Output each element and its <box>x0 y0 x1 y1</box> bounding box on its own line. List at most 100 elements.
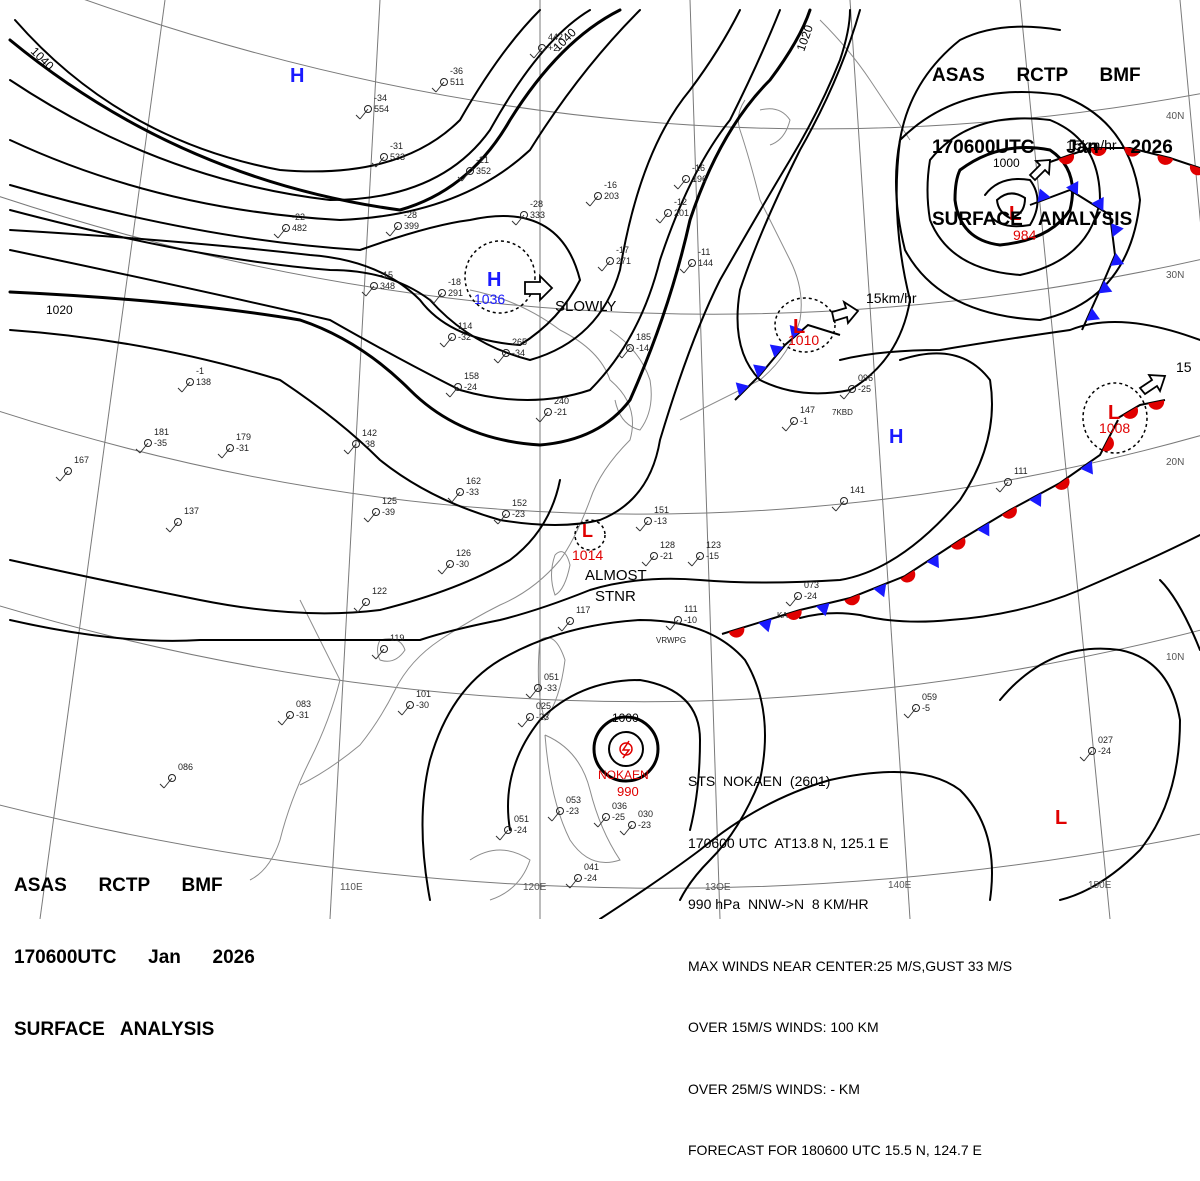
wind-barb <box>159 777 173 789</box>
station-plot: 027-24 <box>1079 735 1113 762</box>
wind-barb <box>511 214 525 226</box>
station-circle <box>574 874 582 882</box>
low-center-pressure: 1014 <box>572 547 603 563</box>
station-value: 114 <box>458 321 472 331</box>
storm-info-line: STS NOKAEN (2601) <box>688 773 831 789</box>
station-value: 027 <box>1098 735 1113 745</box>
station-plot: 036-25 <box>593 801 627 828</box>
station-circle <box>370 282 378 290</box>
station-plot: 158-24 <box>445 371 479 398</box>
station-circle <box>682 175 690 183</box>
center-rings <box>464 240 1148 551</box>
cold-front-triangle <box>1037 188 1051 203</box>
cold-front-triangle <box>1111 223 1124 237</box>
wind-barb <box>431 81 445 93</box>
low-center-letter: L <box>1108 402 1120 424</box>
typhoon-symbol <box>619 740 633 759</box>
wind-barb <box>177 381 191 393</box>
longitude-line-110e <box>329 0 381 919</box>
motion-arrow <box>1028 159 1051 182</box>
station-value: 181 <box>154 427 169 437</box>
wind-barb <box>361 285 375 297</box>
station-value: -16 <box>692 163 705 173</box>
warm-front-semicircle <box>786 609 802 620</box>
station-value: -32 <box>458 332 471 342</box>
motion-text-slowly: SLOWLY <box>555 298 616 315</box>
wind-barb <box>493 513 507 525</box>
station-plot: 147-1 <box>781 405 815 432</box>
station-value: 141 <box>850 485 865 495</box>
station-value: 265 <box>512 337 527 347</box>
lat-label: 10N <box>1166 652 1184 663</box>
station-value: 138 <box>196 377 211 387</box>
header-line: ASAS RCTP BMF <box>932 65 1141 86</box>
isobar-label: 1000 <box>612 711 639 725</box>
isobar <box>8 8 812 447</box>
station-value: -24 <box>514 825 527 835</box>
wind-barb <box>535 411 549 423</box>
station-value: -34 <box>512 348 525 358</box>
station-value: -23 <box>638 820 651 830</box>
station-value: -28 <box>530 199 543 209</box>
station-circle <box>286 711 294 719</box>
grid-labels: 40N 30N 20N 10N 110E 120E 13OE 140E 150E <box>340 111 1184 893</box>
station-plot: 126-30 <box>437 548 471 575</box>
station-plot: 265-34 <box>493 337 527 364</box>
wind-barb <box>547 810 561 822</box>
isobar <box>926 117 1102 277</box>
station-value: -38 <box>362 439 375 449</box>
header-top-right: ASAS RCTP BMF 170600UTC Jan 2026 SURFACE… <box>932 16 1173 256</box>
station-value: -1 <box>196 366 204 376</box>
station-plot: 086 <box>159 762 193 789</box>
station-plots: -36511-34554-31533-22482-28399-18291-283… <box>55 32 1113 889</box>
weather-map: H H 1036 H L 984 L 1010 L 1008 L 1014 L … <box>0 0 1200 919</box>
station-circle <box>688 259 696 267</box>
isobar <box>9 9 741 362</box>
station-circle <box>352 440 360 448</box>
motion-speed: 15km/hr <box>1066 137 1117 153</box>
station-value: -17 <box>616 245 629 255</box>
station-circle <box>674 616 682 624</box>
motion-labels: SLOWLY ALMOST STNR 15km/hr 15km/hr 15 <box>555 137 1192 605</box>
wind-barb <box>457 170 471 182</box>
station-value: -21 <box>476 155 489 165</box>
warm-front-semicircle <box>1054 477 1070 490</box>
motion-text-almost: ALMOST <box>585 567 647 584</box>
station-circle <box>406 701 414 709</box>
lon-label: 13OE <box>705 882 731 893</box>
station-value: 201 <box>674 208 689 218</box>
warm-front-semicircle <box>1102 436 1114 452</box>
isobar <box>799 534 1200 623</box>
header-line: 170600UTC Jan 2026 <box>14 947 255 968</box>
low-center-pressure: 1010 <box>788 332 819 348</box>
station-value: -34 <box>374 93 387 103</box>
wind-barb <box>165 521 179 533</box>
station-circle <box>440 78 448 86</box>
coast-philippines-luzon <box>537 637 566 722</box>
wind-barb <box>371 648 385 660</box>
isobar <box>736 9 1061 395</box>
station-circle <box>394 222 402 230</box>
isobar <box>1159 579 1200 651</box>
high-center-letter: H <box>487 269 501 291</box>
station-plot: 162-33 <box>447 476 481 503</box>
pressure-centers: H H 1036 H L 984 L 1010 L 1008 L 1014 L … <box>290 65 1130 829</box>
station-circle <box>362 598 370 606</box>
station-value: -21 <box>660 551 673 561</box>
longitude-line-150e <box>1019 0 1111 919</box>
station-circle <box>438 289 446 297</box>
station-circle <box>644 517 652 525</box>
station-circle <box>226 444 234 452</box>
station-tag: VRWPG <box>656 636 686 645</box>
station-value: -18 <box>448 277 461 287</box>
wind-barb <box>839 388 853 400</box>
wind-barb <box>673 178 687 190</box>
wind-barb <box>619 824 633 836</box>
station-value: +2 <box>548 43 558 53</box>
isobar <box>9 9 591 202</box>
station-value: -11 <box>698 247 710 257</box>
storm-info-line: 170600 UTC AT13.8 N, 125.1 E <box>688 834 889 851</box>
station-value: -22 <box>292 212 305 222</box>
isobar-label: 1020 <box>46 303 73 317</box>
